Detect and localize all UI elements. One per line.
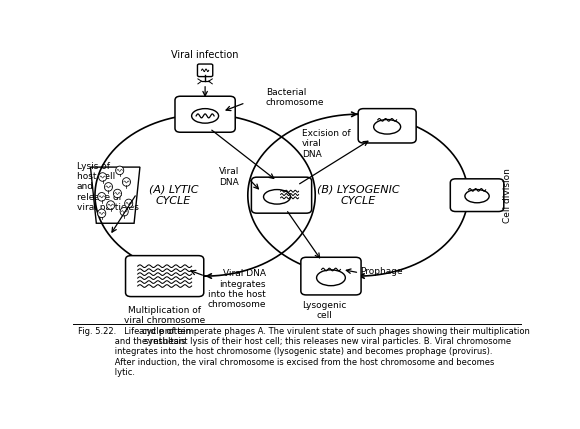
Ellipse shape bbox=[263, 190, 291, 204]
Ellipse shape bbox=[374, 120, 401, 134]
FancyBboxPatch shape bbox=[358, 109, 416, 143]
Text: Viral infection: Viral infection bbox=[171, 50, 239, 60]
FancyBboxPatch shape bbox=[197, 64, 213, 77]
FancyBboxPatch shape bbox=[450, 179, 504, 211]
Ellipse shape bbox=[114, 189, 121, 198]
Ellipse shape bbox=[122, 178, 130, 186]
Text: (B) LYSOGENIC
CYCLE: (B) LYSOGENIC CYCLE bbox=[317, 184, 399, 206]
Ellipse shape bbox=[97, 209, 106, 218]
Text: Viral
DNA: Viral DNA bbox=[219, 167, 239, 187]
Ellipse shape bbox=[97, 193, 106, 201]
Ellipse shape bbox=[317, 270, 345, 286]
Text: Prophage: Prophage bbox=[360, 267, 403, 276]
FancyBboxPatch shape bbox=[175, 96, 235, 132]
Ellipse shape bbox=[107, 201, 115, 209]
Text: Excision of
viral
DNA: Excision of viral DNA bbox=[302, 129, 350, 159]
Text: (A) LYTIC
CYCLE: (A) LYTIC CYCLE bbox=[149, 184, 198, 206]
Text: Viral DNA
integrates
into the host
chromosome: Viral DNA integrates into the host chrom… bbox=[207, 269, 266, 309]
Text: Lysis of
host cell
and
release of
viral particles: Lysis of host cell and release of viral … bbox=[77, 162, 139, 212]
FancyBboxPatch shape bbox=[301, 257, 361, 295]
Ellipse shape bbox=[104, 183, 113, 191]
Ellipse shape bbox=[125, 199, 133, 208]
Ellipse shape bbox=[191, 109, 219, 123]
Text: Fig. 5.22.   Life cycle of temperate phages A. The virulent state of such phages: Fig. 5.22. Life cycle of temperate phage… bbox=[78, 326, 530, 377]
FancyBboxPatch shape bbox=[251, 177, 311, 213]
Text: Cell division: Cell division bbox=[503, 168, 512, 223]
Ellipse shape bbox=[115, 166, 124, 175]
Ellipse shape bbox=[99, 173, 107, 181]
Ellipse shape bbox=[120, 207, 128, 216]
FancyBboxPatch shape bbox=[125, 256, 204, 296]
Text: Bacterial
chromosome: Bacterial chromosome bbox=[266, 88, 324, 107]
Text: Lysogenic
cell: Lysogenic cell bbox=[302, 301, 346, 320]
Text: Multiplication of
viral chromosome
and protein
synthesis: Multiplication of viral chromosome and p… bbox=[124, 306, 205, 346]
Ellipse shape bbox=[465, 190, 489, 203]
